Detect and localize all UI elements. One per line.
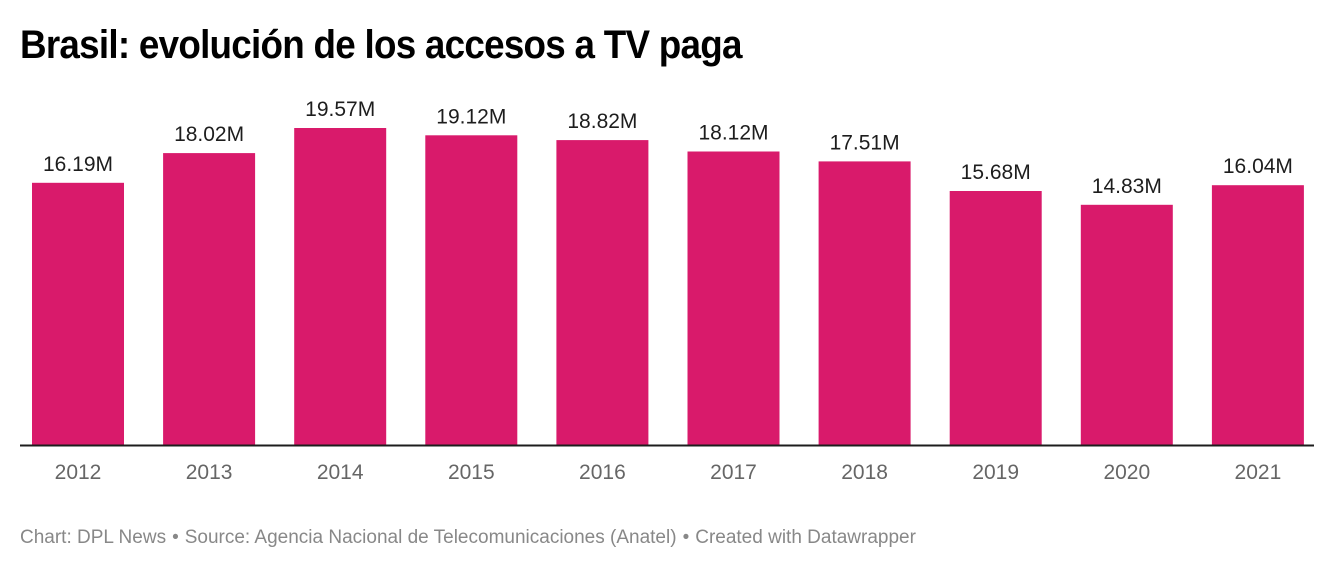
value-label-2015: 19.12M — [436, 105, 506, 128]
bar-2019 — [949, 191, 1042, 445]
bar-2012 — [32, 182, 124, 446]
x-tick-label-2018: 2018 — [841, 461, 888, 484]
x-tick-label-2020: 2020 — [1103, 461, 1150, 484]
bar-2016 — [556, 140, 649, 445]
bar-2015 — [425, 135, 518, 446]
value-labels-group: 16.19M 18.02M 19.57M 19.12M 18.82M 18.12M 17.5… — [43, 98, 1293, 198]
x-tick-label-2012: 2012 — [55, 461, 102, 484]
value-label-2019: 15.68M — [961, 161, 1031, 184]
x-tick-label-2019: 2019 — [972, 461, 1019, 484]
x-tick-labels-group: 2012 2013 2014 2015 2016 2017 2018 2019 2020 2021 — [55, 461, 1282, 484]
bar-2018 — [818, 161, 911, 445]
bar-2014 — [294, 128, 387, 445]
bar-2021 — [1211, 185, 1304, 445]
bar-2017 — [687, 151, 780, 445]
footer-separator: • — [172, 527, 179, 548]
source-note: Source: Agencia Nacional de Telecomunica… — [184, 527, 677, 548]
value-label-2016: 18.82M — [567, 110, 637, 133]
x-tick-label-2017: 2017 — [710, 461, 757, 484]
bar-chart: 16.19M 18.02M 19.57M 19.12M 18.82M 18.12M 17.5… — [20, 98, 1314, 484]
chart-title: Brasil: evolución de los accesos a TV pa… — [20, 23, 742, 67]
value-label-2017: 18.12M — [698, 122, 768, 145]
x-tick-label-2015: 2015 — [448, 461, 495, 484]
x-tick-label-2013: 2013 — [186, 461, 233, 484]
value-label-2014: 19.57M — [305, 98, 375, 121]
chart-credit: Chart: DPL News — [20, 527, 167, 548]
chart-footer: Chart: DPL News • Source: Agencia Nacional… — [20, 526, 916, 550]
bars-group — [32, 128, 1304, 446]
value-label-2021: 16.04M — [1223, 155, 1293, 178]
value-label-2018: 17.51M — [830, 131, 900, 154]
bar-2013 — [163, 153, 256, 445]
x-tick-label-2016: 2016 — [579, 461, 626, 484]
created-with-note: Created with Datawrapper — [695, 527, 916, 548]
x-tick-label-2021: 2021 — [1235, 461, 1282, 484]
value-label-2013: 18.02M — [174, 123, 244, 146]
value-label-2012: 16.19M — [43, 153, 113, 176]
bar-2020 — [1080, 204, 1173, 445]
footer-separator: • — [682, 527, 690, 548]
x-tick-label-2014: 2014 — [317, 461, 364, 484]
value-label-2020: 14.83M — [1092, 175, 1162, 198]
